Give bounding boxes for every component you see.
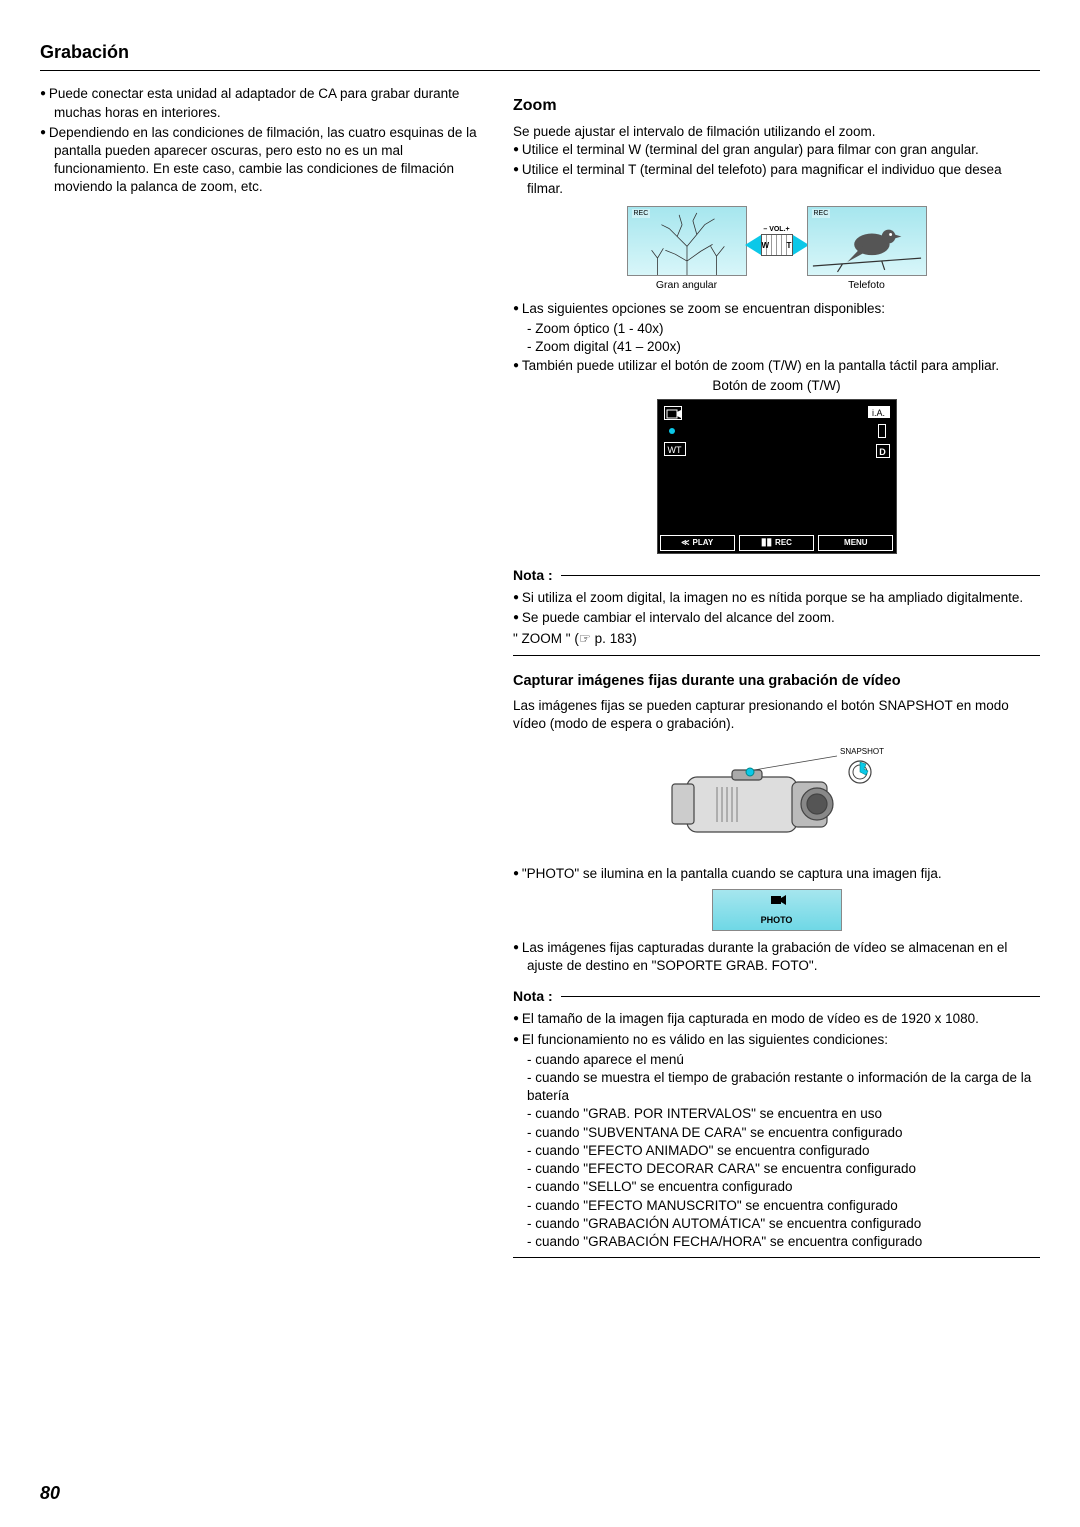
right-column: Zoom Se puede ajustar el intervalo de fi… bbox=[513, 85, 1040, 1258]
zoom-bullet: Utilice el terminal T (terminal del tele… bbox=[513, 161, 1040, 197]
photo-text: PHOTO bbox=[713, 914, 841, 926]
snapshot-button-highlight bbox=[746, 768, 754, 776]
nota-dash: cuando "GRABACIÓN AUTOMÁTICA" se encuent… bbox=[527, 1215, 1040, 1233]
zoom-control-center: – VOL.+ WT bbox=[747, 206, 807, 276]
nota-dash: cuando "EFECTO MANUSCRITO" se encuentra … bbox=[527, 1197, 1040, 1215]
capture-nota-bullets: El tamaño de la imagen fija capturada en… bbox=[513, 1010, 1040, 1048]
wt-rocker-icon: WT bbox=[761, 234, 793, 256]
capture-intro: Las imágenes fijas se pueden capturar pr… bbox=[513, 697, 1040, 733]
capture-nota-dashes: cuando aparece el menú cuando se muestra… bbox=[513, 1051, 1040, 1251]
tree-branches-icon bbox=[628, 207, 746, 276]
lcd-figure: Botón de zoom (T/W) i.A. WT D ≪PLAY ▮▮RE… bbox=[513, 377, 1040, 554]
camcorder-icon: SNAPSHOT bbox=[662, 742, 892, 852]
lcd-screen: i.A. WT D ≪PLAY ▮▮REC MENU bbox=[657, 399, 897, 554]
zoom-bullet: También puede utilizar el botón de zoom … bbox=[513, 357, 1040, 375]
zoom-bullets-3: También puede utilizar el botón de zoom … bbox=[513, 357, 1040, 375]
left-column: Puede conectar esta unidad al adaptador … bbox=[40, 85, 485, 1258]
lcd-bottom-bar: ≪PLAY ▮▮REC MENU bbox=[658, 533, 896, 553]
thumb-wide-caption: Gran angular bbox=[627, 278, 747, 292]
lcd-play-button: ≪PLAY bbox=[660, 535, 735, 551]
zoom-ref: " ZOOM " (☞ p. 183) bbox=[513, 630, 1040, 648]
lcd-mode-icon bbox=[664, 406, 682, 420]
lcd-caption: Botón de zoom (T/W) bbox=[513, 377, 1040, 395]
thumb-wide: REC bbox=[627, 206, 747, 276]
thumb-tele-caption: Telefoto bbox=[807, 278, 927, 292]
nota-dash: cuando "EFECTO DECORAR CARA" se encuentr… bbox=[527, 1160, 1040, 1178]
lcd-wt-button: WT bbox=[664, 442, 686, 456]
zoom-bullet: Utilice el terminal W (terminal del gran… bbox=[513, 141, 1040, 159]
nota-label: Nota : bbox=[513, 566, 553, 585]
capture-heading: Capturar imágenes fijas durante una grab… bbox=[513, 672, 1040, 692]
content-columns: Puede conectar esta unidad al adaptador … bbox=[40, 85, 1040, 1258]
zoom-bullet: Las siguientes opciones se zoom se encue… bbox=[513, 300, 1040, 318]
zoom-dash: Zoom óptico (1 - 40x) bbox=[527, 320, 1040, 338]
snapshot-figure: SNAPSHOT bbox=[513, 742, 1040, 857]
left-bullet-list: Puede conectar esta unidad al adaptador … bbox=[40, 85, 485, 196]
capture-bullets-2: Las imágenes fijas capturadas durante la… bbox=[513, 939, 1040, 975]
nota-dash: cuando "GRABACIÓN FECHA/HORA" se encuent… bbox=[527, 1233, 1040, 1251]
nota-line bbox=[561, 996, 1040, 997]
capture-bullet: "PHOTO" se ilumina en la pantalla cuando… bbox=[513, 865, 1040, 883]
lcd-d-icon: D bbox=[876, 444, 890, 458]
nota-dash: cuando se muestra el tiempo de grabación… bbox=[527, 1069, 1040, 1105]
nota-dash: cuando "SUBVENTANA DE CARA" se encuentra… bbox=[527, 1124, 1040, 1142]
zoom-dash: Zoom digital (41 – 200x) bbox=[527, 338, 1040, 356]
nota-divider: Nota : bbox=[513, 987, 1040, 1006]
left-bullet: Dependiendo en las condiciones de filmac… bbox=[40, 124, 485, 197]
thumb-wide-group: REC Gran angular bbox=[627, 206, 747, 292]
zoom-nota-bullets: Si utiliza el zoom digital, la imagen no… bbox=[513, 589, 1040, 627]
nota-label: Nota : bbox=[513, 987, 553, 1006]
vol-label: – VOL.+ bbox=[763, 225, 789, 234]
lcd-ia-icon: i.A. bbox=[868, 406, 890, 418]
snapshot-label: SNAPSHOT bbox=[840, 747, 884, 756]
nota-dash: cuando aparece el menú bbox=[527, 1051, 1040, 1069]
lcd-battery-icon bbox=[878, 424, 886, 438]
lcd-menu-button: MENU bbox=[818, 535, 893, 551]
zoom-intro: Se puede ajustar el intervalo de filmaci… bbox=[513, 123, 1040, 141]
nota-bullet: Se puede cambiar el intervalo del alcanc… bbox=[513, 609, 1040, 627]
left-bullet: Puede conectar esta unidad al adaptador … bbox=[40, 85, 485, 121]
video-mode-icon bbox=[771, 894, 787, 911]
section-divider bbox=[513, 655, 1040, 656]
capture-bullet: Las imágenes fijas capturadas durante la… bbox=[513, 939, 1040, 975]
photo-indicator: PHOTO bbox=[712, 889, 842, 931]
bird-branch-icon bbox=[808, 207, 926, 276]
arrow-left-icon bbox=[745, 235, 761, 255]
zoom-dashes-2: Zoom óptico (1 - 40x) Zoom digital (41 –… bbox=[513, 320, 1040, 356]
lcd-rec-button: ▮▮REC bbox=[739, 535, 814, 551]
section-divider bbox=[513, 1257, 1040, 1258]
zoom-thumbs-figure: REC Gran angular – VOL.+ WT bbox=[513, 206, 1040, 292]
capture-bullets-1: "PHOTO" se ilumina en la pantalla cuando… bbox=[513, 865, 1040, 883]
page-number: 80 bbox=[40, 1481, 60, 1505]
nota-bullet: El funcionamiento no es válido en las si… bbox=[513, 1031, 1040, 1049]
zoom-bullets-2: Las siguientes opciones se zoom se encue… bbox=[513, 300, 1040, 318]
nota-dash: cuando "EFECTO ANIMADO" se encuentra con… bbox=[527, 1142, 1040, 1160]
nota-bullet: Si utiliza el zoom digital, la imagen no… bbox=[513, 589, 1040, 607]
page-title: Grabación bbox=[40, 40, 1040, 71]
nota-dash: cuando "SELLO" se encuentra configurado bbox=[527, 1178, 1040, 1196]
zoom-heading: Zoom bbox=[513, 95, 1040, 117]
nota-line bbox=[561, 575, 1040, 576]
nota-divider: Nota : bbox=[513, 566, 1040, 585]
lcd-dot-icon bbox=[669, 428, 675, 434]
nota-dash: cuando "GRAB. POR INTERVALOS" se encuent… bbox=[527, 1105, 1040, 1123]
nota-bullet: El tamaño de la imagen fija capturada en… bbox=[513, 1010, 1040, 1028]
thumb-tele: REC bbox=[807, 206, 927, 276]
thumb-tele-group: REC Te bbox=[807, 206, 927, 292]
zoom-bullets-1: Utilice el terminal W (terminal del gran… bbox=[513, 141, 1040, 198]
